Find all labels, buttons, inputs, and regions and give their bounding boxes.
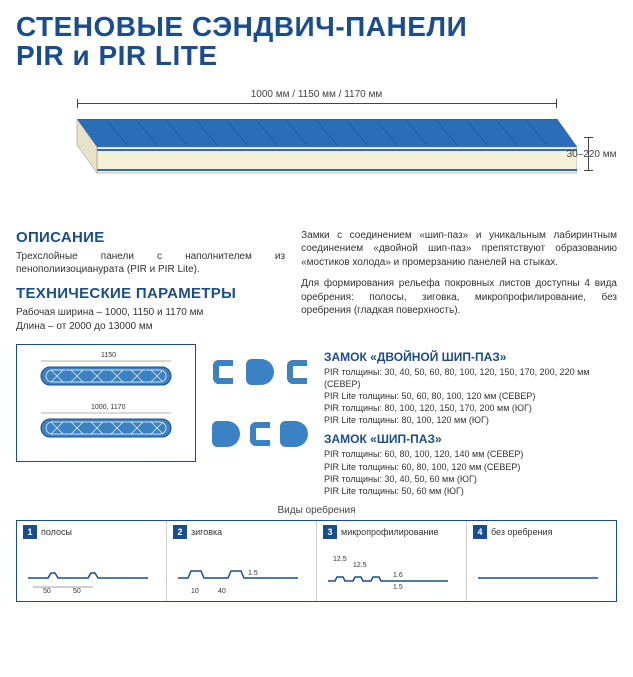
ribbing-num: 2	[173, 525, 187, 539]
techparams-line-1: Длина – от 2000 до 13000 мм	[16, 320, 285, 334]
ribbing-label: 3 микропрофилирование	[323, 525, 460, 539]
content-columns: ОПИСАНИЕ Трехслойные панели с наполнител…	[16, 229, 617, 334]
lock-heading-0: ЗАМОК «ДВОЙНОЙ ШИП-ПАЗ»	[324, 350, 617, 364]
ribbing-cell-2: 2 зиговка 10 40 1.5	[167, 521, 317, 601]
lock-spec: PIR Lite толщины: 60, 80, 100, 120 мм (С…	[324, 461, 617, 473]
description-text: Трехслойные панели с наполнителем из пен…	[16, 250, 285, 277]
lock-spec: PIR толщины: 60, 80, 100, 120, 140 мм (С…	[324, 448, 617, 460]
panel-width-label: 1000 мм / 1150 мм / 1170 мм	[251, 89, 383, 100]
ribbing-name: микропрофилирование	[341, 527, 438, 537]
panel-thickness-label: 30–220 мм	[567, 149, 617, 160]
lock-spec: PIR толщины: 30, 40, 50, 60 мм (ЮГ)	[324, 473, 617, 485]
diag-dim-top: 1150	[101, 352, 116, 359]
svg-text:12.5: 12.5	[333, 556, 347, 563]
column-right: Замки с соединением «шип-паз» и уникальн…	[301, 229, 617, 334]
tech-row: 1150 1000, 1170	[16, 344, 617, 497]
description-heading: ОПИСАНИЕ	[16, 229, 285, 246]
column-left: ОПИСАНИЕ Трехслойные панели с наполнител…	[16, 229, 285, 334]
ribbing-label: 4 без оребрения	[473, 525, 610, 539]
ribbing-cell-4: 4 без оребрения	[467, 521, 616, 601]
ribbing-num: 1	[23, 525, 37, 539]
lock-spec: PIR Lite толщины: 50, 60 мм (ЮГ)	[324, 485, 617, 497]
svg-text:50: 50	[43, 588, 51, 593]
lock-spec: PIR толщины: 80, 100, 120, 150, 170, 200…	[324, 402, 617, 414]
ribbing-name: зиговка	[191, 527, 222, 537]
techparams-heading: ТЕХНИЧЕСКИЕ ПАРАМЕТРЫ	[16, 285, 285, 302]
svg-text:10: 10	[191, 588, 199, 593]
lock-shape-icon	[280, 421, 308, 447]
lock-heading-1: ЗАМОК «ШИП-ПАЗ»	[324, 432, 617, 446]
svg-text:1.6: 1.6	[393, 572, 403, 579]
panel-illustration: 1000 мм / 1150 мм / 1170 мм 30–220 мм	[37, 89, 597, 209]
ribbing-heading: Виды оребрения	[16, 505, 617, 516]
lock-shape-icon	[246, 359, 274, 385]
ribbing-label: 1 полосы	[23, 525, 160, 539]
techparams-line-0: Рабочая ширина – 1000, 1150 и 1170 мм	[16, 306, 285, 320]
page-title: СТЕНОВЫЕ СЭНДВИЧ-ПАНЕЛИ PIR и PIR LITE	[16, 12, 617, 71]
right-para-0: Замки с соединением «шип-паз» и уникальн…	[301, 229, 617, 270]
lock-shape-icon	[250, 422, 270, 446]
title-line2: PIR и PIR LITE	[16, 40, 218, 71]
cross-section-diagram: 1150 1000, 1170	[16, 344, 196, 462]
ribbing-num: 4	[473, 525, 487, 539]
ribbing-cell-1: 1 полосы 50 50	[17, 521, 167, 601]
diag-dim-bottom: 1000, 1170	[91, 404, 126, 411]
svg-text:50: 50	[73, 588, 81, 593]
lock-info: ЗАМОК «ДВОЙНОЙ ШИП-ПАЗ» PIR толщины: 30,…	[324, 344, 617, 497]
svg-text:40: 40	[218, 588, 226, 593]
lock-shape-icon	[287, 360, 307, 384]
dim-line-top	[77, 103, 557, 104]
lock-spec: PIR Lite толщины: 80, 100, 120 мм (ЮГ)	[324, 414, 617, 426]
ribbing-name: полосы	[41, 527, 72, 537]
title-line1: СТЕНОВЫЕ СЭНДВИЧ-ПАНЕЛИ	[16, 11, 467, 42]
right-para-1: Для формирования рельефа покровных листо…	[301, 277, 617, 318]
svg-text:1.5: 1.5	[393, 584, 403, 591]
ribbing-cell-3: 3 микропрофилирование 12.5 12.5 1.6 1.5	[317, 521, 467, 601]
lock-spec: PIR толщины: 30, 40, 50, 60, 80, 100, 12…	[324, 366, 617, 390]
lock-shapes	[210, 344, 310, 462]
ribbing-box: 1 полосы 50 50 2 зиговка 10 40 1.5 3 мик…	[16, 520, 617, 602]
lock-shape-icon	[212, 421, 240, 447]
panel-3d-svg	[57, 119, 577, 189]
svg-text:1.5: 1.5	[248, 570, 258, 577]
ribbing-label: 2 зиговка	[173, 525, 310, 539]
ribbing-name: без оребрения	[491, 527, 552, 537]
lock-shape-icon	[213, 360, 233, 384]
ribbing-num: 3	[323, 525, 337, 539]
lock-spec: PIR Lite толщины: 50, 60, 80, 100, 120 м…	[324, 390, 617, 402]
svg-text:12.5: 12.5	[353, 562, 367, 569]
